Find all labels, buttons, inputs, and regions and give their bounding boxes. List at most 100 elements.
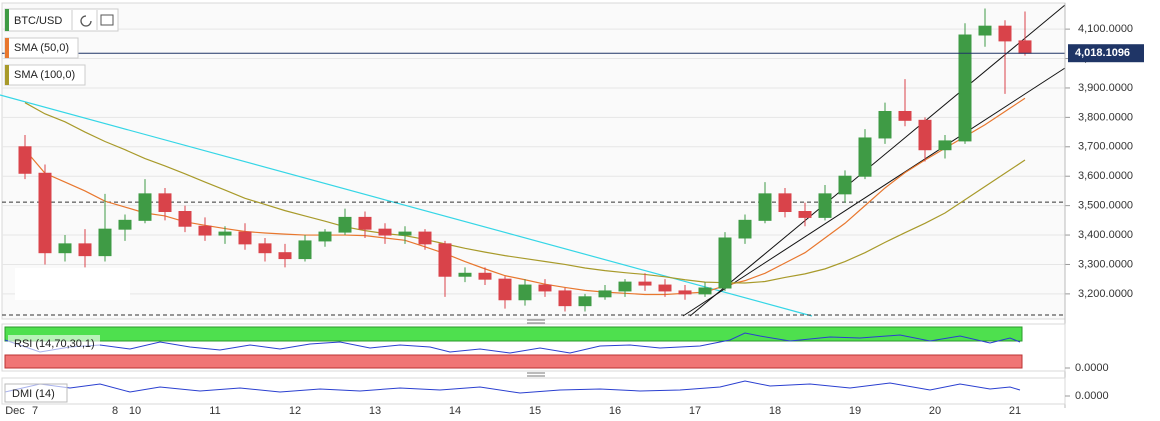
dmi-label-box — [4, 383, 68, 403]
candle-body — [518, 284, 532, 301]
panel-handle[interactable] — [527, 372, 545, 377]
candle-body — [958, 34, 972, 142]
candle-body — [18, 146, 32, 174]
candle-body — [778, 193, 792, 213]
x-tick-label: 11 — [209, 405, 220, 417]
x-tick-label: 21 — [1009, 405, 1021, 417]
x-tick-label: 8 — [112, 405, 118, 417]
candle-body — [978, 25, 992, 36]
candle-body — [218, 231, 232, 236]
sma100-swatch — [5, 65, 9, 85]
x-tick-label: Dec — [5, 405, 25, 417]
channel-upper — [689, 4, 1066, 317]
candle-body — [138, 193, 152, 221]
candle-body — [818, 193, 832, 218]
legend: BTC/USD SMA (50,0) SMA (100,0) — [4, 8, 119, 86]
grid — [2, 28, 1070, 295]
y-tick-label: 3,600.0000 — [1078, 170, 1133, 182]
candle-body — [458, 272, 472, 277]
x-tick-label: 15 — [529, 405, 541, 417]
candle-body — [498, 278, 512, 301]
dmi-tick-label: 0.0000 — [1075, 390, 1109, 402]
y-tick-label: 3,800.0000 — [1078, 111, 1133, 123]
x-tick-label: 16 — [609, 405, 621, 417]
candle-body — [158, 193, 172, 213]
x-tick-label: 7 — [32, 405, 38, 417]
y-tick-label: 3,500.0000 — [1078, 200, 1133, 212]
candle-body — [438, 243, 452, 277]
candle-body — [358, 216, 372, 230]
candle-body — [618, 281, 632, 292]
y-tick-label: 3,300.0000 — [1078, 258, 1133, 270]
sma50-swatch — [5, 38, 9, 58]
settings-icon[interactable] — [100, 14, 114, 26]
y-tick-label: 3,200.0000 — [1078, 288, 1133, 300]
symbol-swatch — [5, 9, 9, 31]
dmi-name: DMI (14) — [12, 388, 55, 400]
candle-body — [878, 110, 892, 139]
candle-body — [298, 240, 312, 260]
candle-body — [58, 243, 72, 254]
price-panel — [1, 2, 1066, 320]
plot — [2, 8, 1065, 316]
candle-body — [418, 231, 432, 245]
candle-body — [638, 281, 652, 286]
candle-body — [938, 140, 952, 151]
candle-body — [898, 110, 912, 121]
x-tick-label: 10 — [129, 405, 141, 417]
candle-body — [598, 290, 612, 298]
last-price-label: 4,018.1096 — [1075, 47, 1130, 59]
candle-body — [178, 211, 192, 227]
candle-body — [98, 228, 112, 257]
blank-box — [15, 268, 130, 300]
candle-body — [658, 284, 672, 292]
candle-body — [258, 243, 272, 254]
x-tick-label: 13 — [369, 405, 381, 417]
candle-body — [38, 172, 52, 254]
panel-handle[interactable] — [527, 319, 545, 324]
trend-line — [0, 94, 813, 317]
candle-body — [858, 137, 872, 177]
x-tick-label: 17 — [689, 405, 701, 417]
candle-body — [318, 231, 332, 242]
candle-body — [118, 219, 132, 230]
x-tick-label: 20 — [929, 405, 941, 417]
refresh-icon[interactable] — [80, 15, 92, 27]
dmi-panel — [1, 377, 1066, 405]
y-tick-label: 3,400.0000 — [1078, 229, 1133, 241]
y-tick-label: 3,900.0000 — [1078, 82, 1133, 94]
rsi-label-box — [8, 335, 100, 353]
symbol-name: BTC/USD — [14, 15, 62, 27]
candle-body — [578, 296, 592, 307]
rsi-overbought-band — [4, 326, 1023, 342]
sma-line — [24, 102, 1026, 284]
candle-body — [698, 287, 712, 295]
candle-body — [998, 25, 1012, 42]
candle-body — [1018, 40, 1032, 54]
candle-body — [378, 228, 392, 236]
x-tick-label: 18 — [769, 405, 781, 417]
dmi-line — [4, 380, 1021, 394]
candle-body — [738, 219, 752, 239]
candle-body — [718, 237, 732, 289]
candle-body — [838, 175, 852, 195]
channel-lower — [682, 67, 1066, 317]
candle-body — [78, 243, 92, 257]
candle-body — [758, 193, 772, 221]
candle-body — [558, 290, 572, 307]
x-axis: Dec 7 8 10 11 12 13 14 15 16 17 18 19 20 21 — [5, 405, 1021, 417]
rsi-name: RSI (14,70,30,1) — [14, 338, 95, 350]
candle-body — [278, 252, 292, 260]
rsi-line — [4, 332, 1021, 354]
x-tick-label: 19 — [849, 405, 861, 417]
candle-body — [798, 211, 812, 218]
x-tick-label: 14 — [449, 405, 461, 417]
candle-body — [198, 225, 212, 236]
y-tick-label: 3,700.0000 — [1078, 141, 1133, 153]
last-price-tag — [1068, 44, 1144, 63]
candle-body — [398, 231, 412, 236]
rsi-tick-label: 0.0000 — [1075, 362, 1109, 374]
sma50-name: SMA (50,0) — [14, 42, 69, 54]
x-tick-label: 12 — [289, 405, 301, 417]
